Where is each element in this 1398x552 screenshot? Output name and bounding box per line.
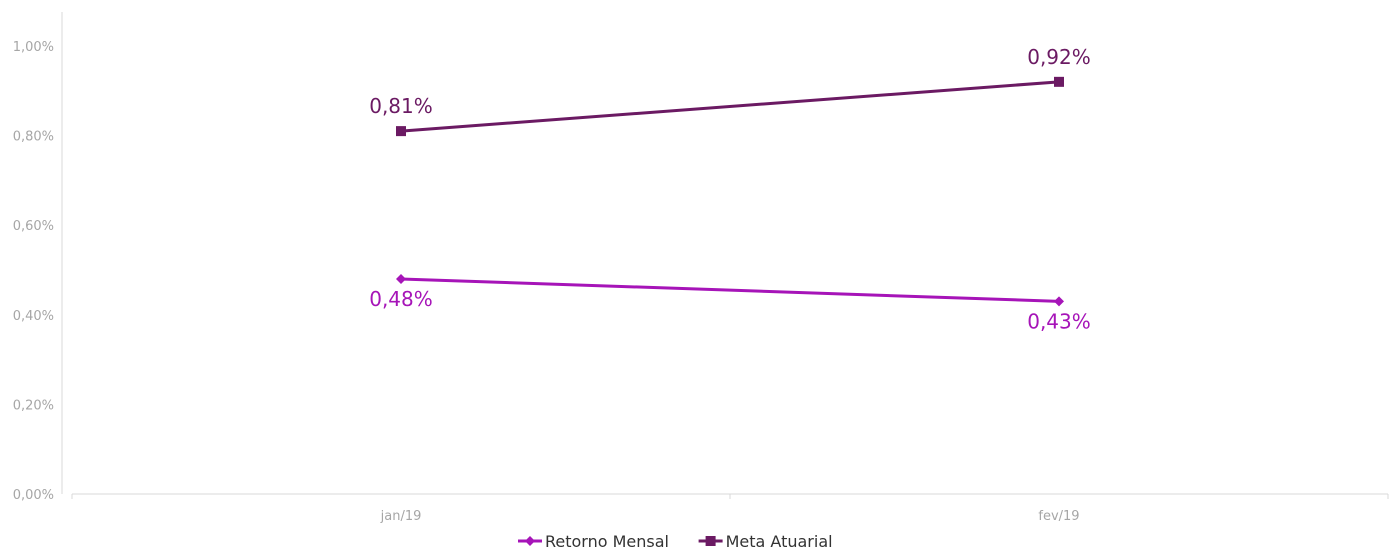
data-point-diamond [396,273,406,284]
data-point-square [1054,76,1064,87]
legend-marker-diamond [525,536,535,546]
data-label: 0,81% [369,94,433,118]
series-line [400,80,1060,133]
data-point-diamond [1054,296,1064,307]
data-point-square [396,126,406,137]
data-label: 0,92% [1027,45,1091,69]
y-tick-labels: 0,00% 0,20% 0,40% 0,60% 0,80% 1,00% [13,40,54,503]
x-tick-label: fev/19 [1038,509,1079,524]
y-tick-label: 0,00% [13,488,54,503]
y-tick-label: 1,00% [13,40,54,55]
y-tick-label: 0,40% [13,309,54,324]
y-tick-label: 0,20% [13,398,54,413]
data-labels: 0,48% 0,43% 0,81% 0,92% [369,45,1091,334]
legend: Retorno Mensal Meta Atuarial [518,532,833,551]
legend-marker-square [705,536,716,546]
legend-label: Meta Atuarial [726,532,833,551]
series-lines [396,76,1064,307]
data-label: 0,43% [1027,309,1091,333]
axes [61,12,1389,499]
x-tick-labels: jan/19 fev/19 [380,509,1080,524]
y-tick-label: 0,60% [13,219,54,234]
y-tick-label: 0,80% [13,130,54,145]
series-line [400,277,1060,303]
x-tick-label: jan/19 [380,509,422,524]
data-label: 0,48% [369,287,433,311]
legend-label: Retorno Mensal [545,532,669,551]
